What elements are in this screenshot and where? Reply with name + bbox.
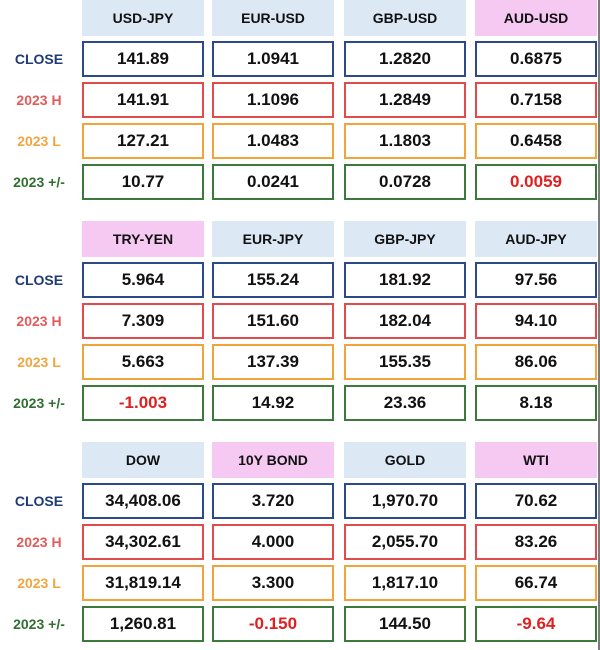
- value-cell: 1.0483: [212, 123, 334, 159]
- value-cell: 34,302.61: [82, 524, 204, 560]
- value-cell: 14.92: [212, 385, 334, 421]
- value-cell: 127.21: [82, 123, 204, 159]
- header-row: DOW 10Y BOND GOLD WTI: [0, 442, 600, 478]
- value-cell: 0.0728: [344, 164, 466, 200]
- value-cell: 151.60: [212, 303, 334, 339]
- value-cell: 1.2849: [344, 82, 466, 118]
- value-cell: 0.7158: [475, 82, 597, 118]
- header-aud-usd: AUD-USD: [475, 0, 597, 36]
- value-cell: 182.04: [344, 303, 466, 339]
- row-label-change: 2023 +/-: [13, 174, 65, 190]
- header-wti: WTI: [475, 442, 597, 478]
- row-label-high: 2023 H: [16, 92, 62, 108]
- value-cell: 1.1803: [344, 123, 466, 159]
- value-cell: 3.720: [212, 483, 334, 519]
- value-cell: 181.92: [344, 262, 466, 298]
- row-2023-change: 2023 +/- 1,260.81 -0.150 144.50 -9.64: [0, 605, 600, 643]
- row-2023-high: 2023 H 7.309 151.60 182.04 94.10: [0, 302, 600, 340]
- header-10y-bond: 10Y BOND: [212, 442, 334, 478]
- header-aud-jpy: AUD-JPY: [475, 221, 597, 257]
- value-cell: 0.0241: [212, 164, 334, 200]
- row-2023-change: 2023 +/- 10.77 0.0241 0.0728 0.0059: [0, 163, 600, 201]
- value-cell: 141.91: [82, 82, 204, 118]
- value-cell: 1,260.81: [82, 606, 204, 642]
- value-cell: 97.56: [475, 262, 597, 298]
- value-cell: 5.964: [82, 262, 204, 298]
- value-cell: 4.000: [212, 524, 334, 560]
- header-usd-jpy: USD-JPY: [82, 0, 204, 36]
- value-cell-negative: -0.150: [212, 606, 334, 642]
- row-label-change: 2023 +/-: [13, 395, 65, 411]
- value-cell: 1.2820: [344, 41, 466, 77]
- value-cell: 23.36: [344, 385, 466, 421]
- value-cell: 86.06: [475, 344, 597, 380]
- right-edge-divider: [598, 0, 600, 650]
- row-label-close: CLOSE: [14, 493, 64, 509]
- value-cell: 5.663: [82, 344, 204, 380]
- row-label-low: 2023 L: [17, 354, 61, 370]
- value-cell: 8.18: [475, 385, 597, 421]
- value-cell: 3.300: [212, 565, 334, 601]
- row-2023-high: 2023 H 34,302.61 4.000 2,055.70 83.26: [0, 523, 600, 561]
- row-close: CLOSE 34,408.06 3.720 1,970.70 70.62: [0, 482, 600, 520]
- value-cell-negative: -9.64: [475, 606, 597, 642]
- value-cell: 70.62: [475, 483, 597, 519]
- row-label-close: CLOSE: [14, 272, 64, 288]
- value-cell: 155.24: [212, 262, 334, 298]
- header-row: USD-JPY EUR-USD GBP-USD AUD-USD: [0, 0, 600, 36]
- value-cell: 0.6875: [475, 41, 597, 77]
- row-label-close: CLOSE: [14, 51, 64, 67]
- value-cell: 0.6458: [475, 123, 597, 159]
- value-cell: 1,970.70: [344, 483, 466, 519]
- row-label-change: 2023 +/-: [13, 616, 65, 632]
- value-cell: 10.77: [82, 164, 204, 200]
- value-cell: 34,408.06: [82, 483, 204, 519]
- value-cell: 31,819.14: [82, 565, 204, 601]
- row-label-low: 2023 L: [17, 133, 61, 149]
- value-cell: 137.39: [212, 344, 334, 380]
- row-label-high: 2023 H: [16, 534, 62, 550]
- header-gbp-jpy: GBP-JPY: [344, 221, 466, 257]
- row-close: CLOSE 141.89 1.0941 1.2820 0.6875: [0, 40, 600, 78]
- row-label-high: 2023 H: [16, 313, 62, 329]
- header-gold: GOLD: [344, 442, 466, 478]
- value-cell: 1.0941: [212, 41, 334, 77]
- value-cell: 2,055.70: [344, 524, 466, 560]
- row-close: CLOSE 5.964 155.24 181.92 97.56: [0, 261, 600, 299]
- row-2023-change: 2023 +/- -1.003 14.92 23.36 8.18: [0, 384, 600, 422]
- value-cell-negative: 0.0059: [475, 164, 597, 200]
- value-cell: 7.309: [82, 303, 204, 339]
- value-cell: 141.89: [82, 41, 204, 77]
- value-cell: 66.74: [475, 565, 597, 601]
- value-cell: 1.1096: [212, 82, 334, 118]
- value-cell: 155.35: [344, 344, 466, 380]
- row-2023-high: 2023 H 141.91 1.1096 1.2849 0.7158: [0, 81, 600, 119]
- row-2023-low: 2023 L 5.663 137.39 155.35 86.06: [0, 343, 600, 381]
- row-2023-low: 2023 L 127.21 1.0483 1.1803 0.6458: [0, 122, 600, 160]
- row-2023-low: 2023 L 31,819.14 3.300 1,817.10 66.74: [0, 564, 600, 602]
- value-cell: 94.10: [475, 303, 597, 339]
- header-eur-usd: EUR-USD: [212, 0, 334, 36]
- header-gbp-usd: GBP-USD: [344, 0, 466, 36]
- value-cell: 83.26: [475, 524, 597, 560]
- row-label-low: 2023 L: [17, 575, 61, 591]
- header-dow: DOW: [82, 442, 204, 478]
- header-try-yen: TRY-YEN: [82, 221, 204, 257]
- value-cell: 1,817.10: [344, 565, 466, 601]
- header-eur-jpy: EUR-JPY: [212, 221, 334, 257]
- value-cell-negative: -1.003: [82, 385, 204, 421]
- header-row: TRY-YEN EUR-JPY GBP-JPY AUD-JPY: [0, 221, 600, 257]
- value-cell: 144.50: [344, 606, 466, 642]
